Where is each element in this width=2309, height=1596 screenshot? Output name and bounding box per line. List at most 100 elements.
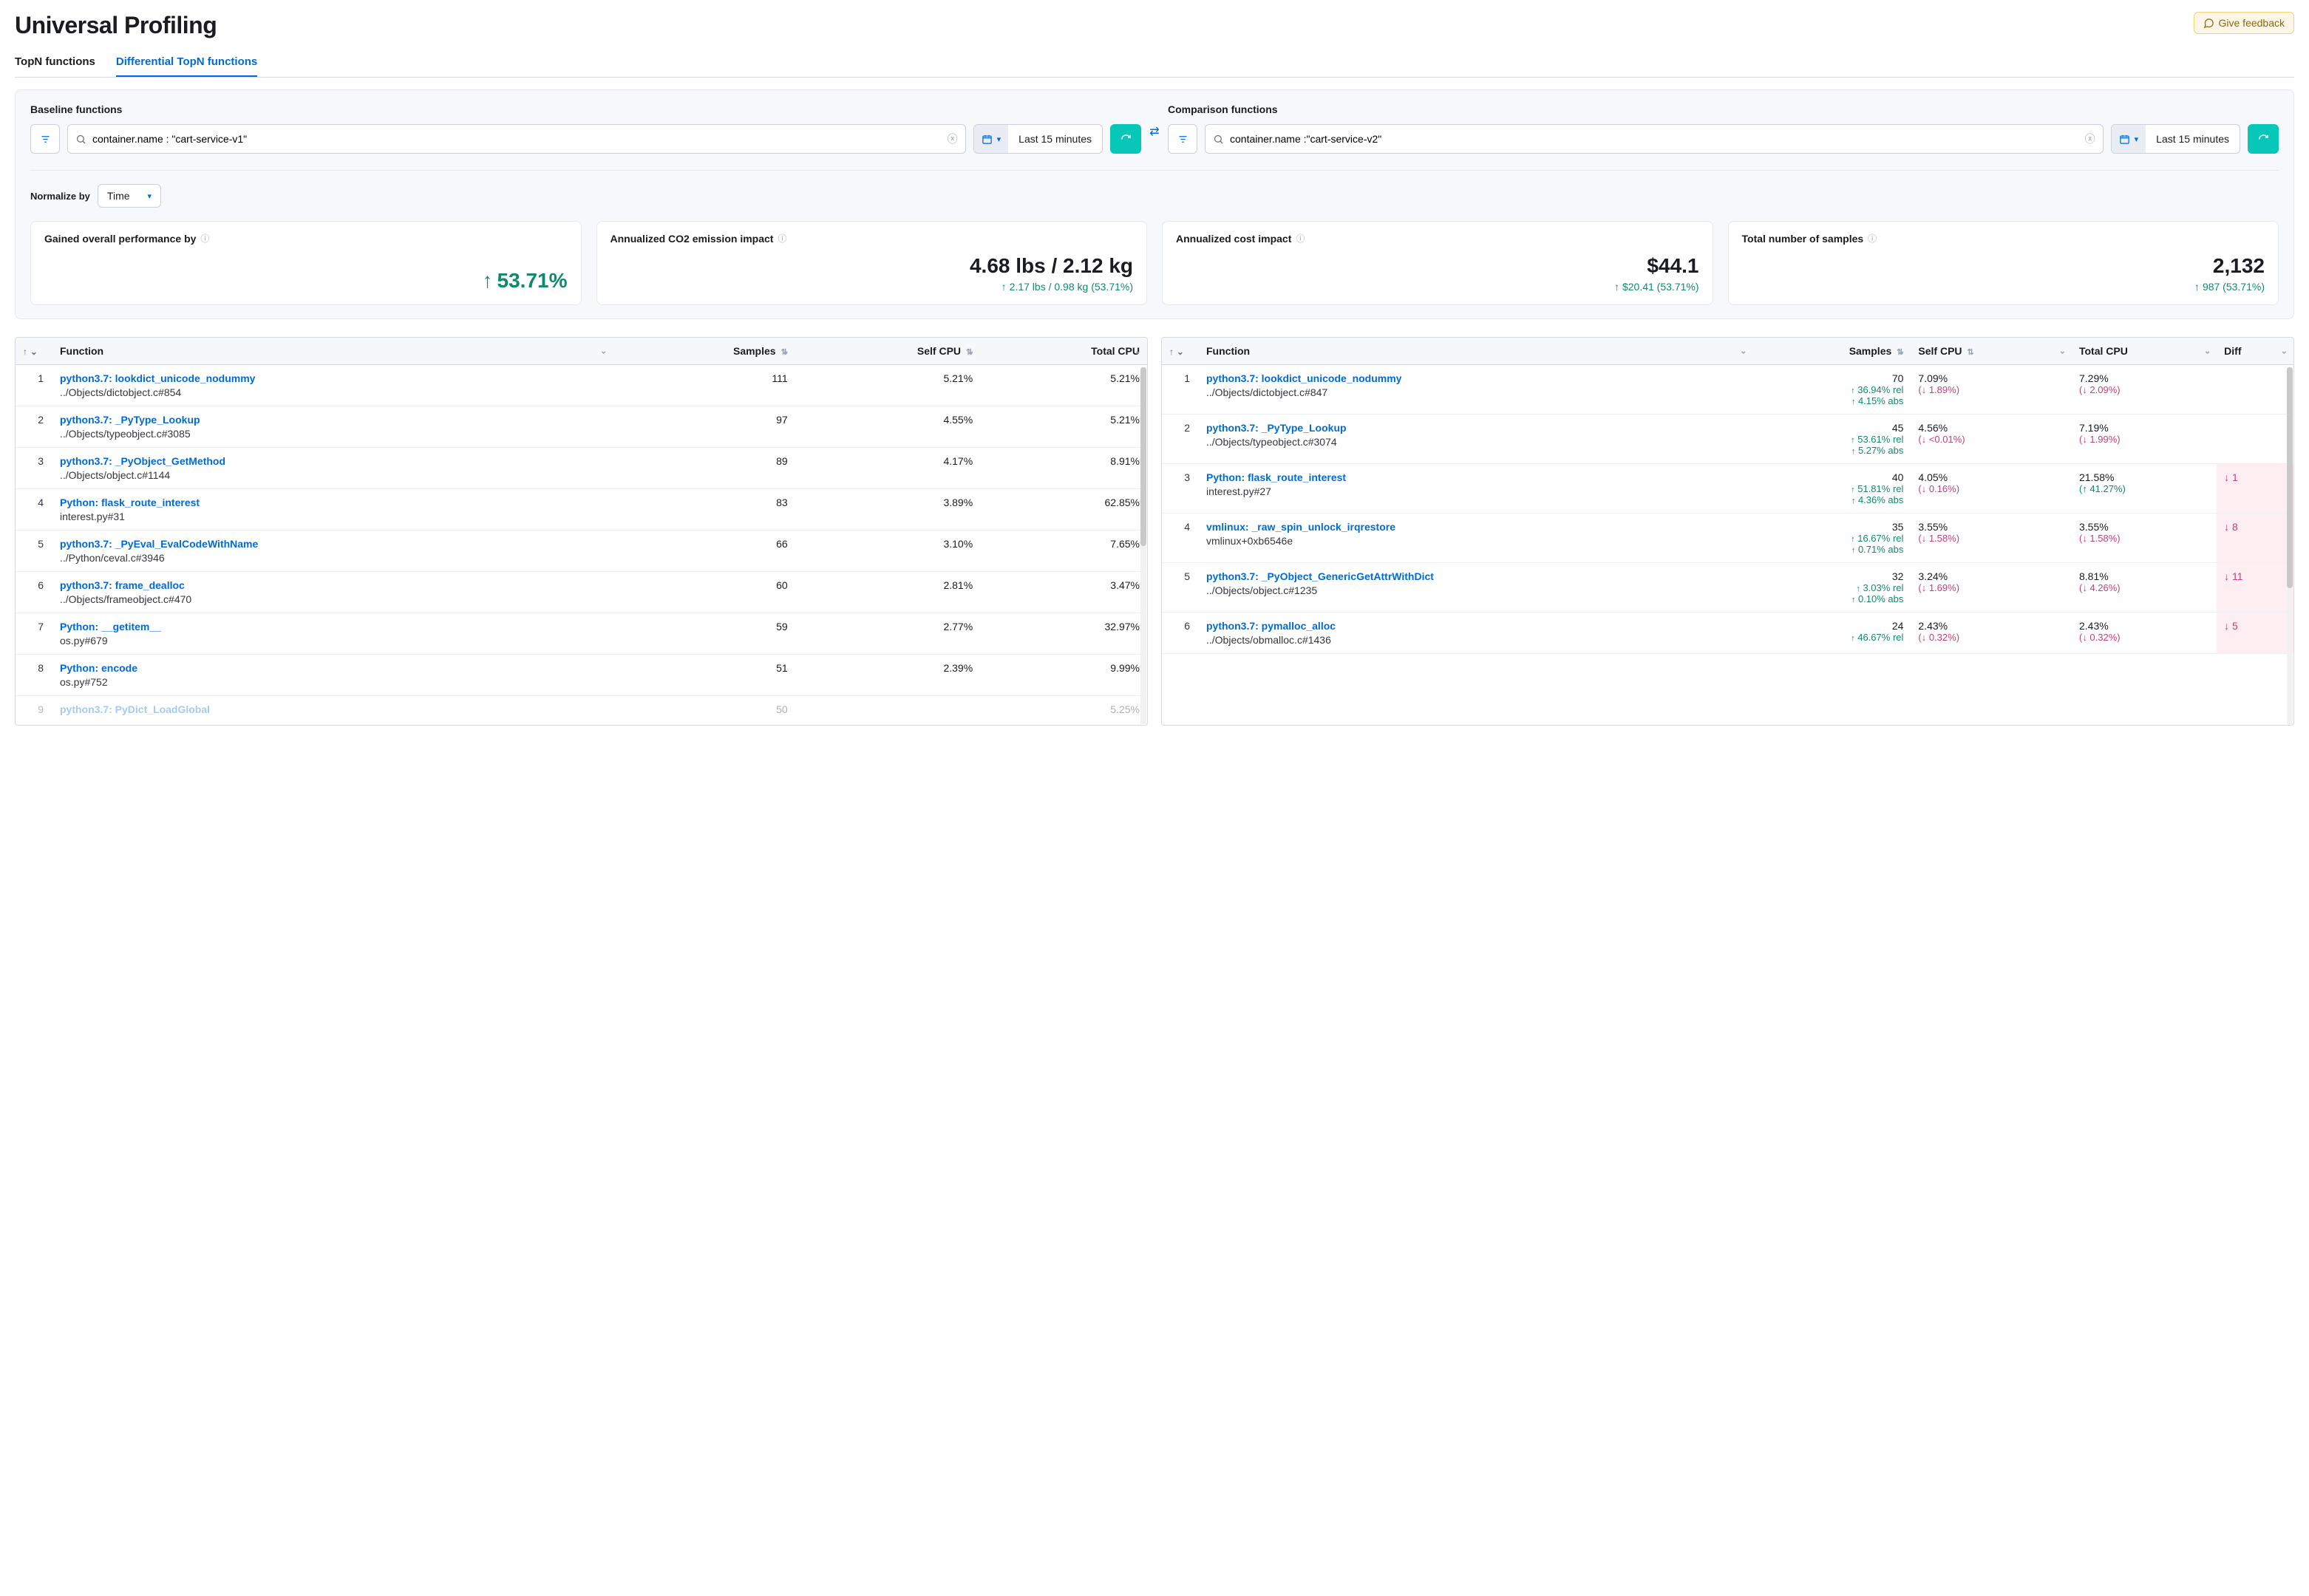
info-icon[interactable]: ⓘ <box>778 232 786 245</box>
baseline-filter-button[interactable] <box>30 124 60 154</box>
baseline-search-input[interactable] <box>92 133 942 145</box>
row-samples: 35↑ 16.67% rel↑ 0.71% abs <box>1752 514 1911 563</box>
selfcpu-delta: (↓ 0.32%) <box>1918 632 2064 643</box>
table-row[interactable]: 8Python: encodeos.py#752512.39%9.99% <box>16 655 1147 696</box>
function-link[interactable]: python3.7: frame_dealloc <box>60 579 605 591</box>
normalize-select[interactable]: Time ▾ <box>98 184 161 208</box>
kpi-cost: Annualized cost impact ⓘ $44.1 ↑$20.41 (… <box>1162 221 1713 305</box>
function-location: ../Objects/dictobject.c#847 <box>1206 386 1327 398</box>
baseline-search-clear[interactable]: ⓧ <box>948 132 958 146</box>
function-link[interactable]: Python: encode <box>60 662 605 674</box>
col-samples[interactable]: Samples ⇅⌄ <box>1752 338 1911 365</box>
comparison-search-input[interactable] <box>1230 133 2079 145</box>
function-link[interactable]: Python: flask_route_interest <box>60 497 605 508</box>
table-row[interactable]: 4Python: flask_route_interestinterest.py… <box>16 489 1147 531</box>
info-icon[interactable]: ⓘ <box>1868 232 1877 245</box>
row-samples: 45↑ 53.61% rel↑ 5.27% abs <box>1752 415 1911 464</box>
row-rank: 2 <box>16 406 52 448</box>
info-icon[interactable]: ⓘ <box>1296 232 1305 245</box>
baseline-date-button[interactable]: ▾ <box>974 125 1009 153</box>
scrollbar[interactable] <box>1140 367 1146 724</box>
selfcpu-delta: (↓ 1.58%) <box>1918 533 2064 544</box>
comparison-search[interactable]: ⓧ <box>1205 124 2104 154</box>
function-link[interactable]: python3.7: lookdict_unicode_nodummy <box>60 372 605 384</box>
table-row[interactable]: 3python3.7: _PyObject_GetMethod../Object… <box>16 448 1147 489</box>
function-link[interactable]: Python: __getitem__ <box>60 621 605 632</box>
comparison-date-button[interactable]: ▾ <box>2112 125 2146 153</box>
comparison-filter-button[interactable] <box>1168 124 1197 154</box>
info-icon[interactable]: ⓘ <box>200 232 209 245</box>
row-function: vmlinux: _raw_spin_unlock_irqrestorevmli… <box>1199 514 1752 563</box>
kpi-co2-sub: 2.17 lbs / 0.98 kg (53.71%) <box>1010 281 1133 293</box>
swap-button[interactable]: ⇄ <box>1149 124 1159 139</box>
col-function[interactable]: Function⌄ <box>1199 338 1752 365</box>
table-row[interactable]: 7Python: __getitem__os.py#679592.77%32.9… <box>16 613 1147 655</box>
function-location: ../Objects/obmalloc.c#1436 <box>1206 634 1331 646</box>
table-row[interactable]: 4vmlinux: _raw_spin_unlock_irqrestorevml… <box>1162 514 2293 563</box>
table-row[interactable]: 1python3.7: lookdict_unicode_nodummy../O… <box>16 365 1147 406</box>
col-diff[interactable]: Diff⌄ <box>2217 338 2293 365</box>
page-title: Universal Profiling <box>15 12 217 39</box>
function-link[interactable]: Python: flask_route_interest <box>1206 471 1745 483</box>
table-row[interactable]: 2python3.7: _PyType_Lookup../Objects/typ… <box>1162 415 2293 464</box>
table-row[interactable]: 2python3.7: _PyType_Lookup../Objects/typ… <box>16 406 1147 448</box>
chevron-down-icon: ▾ <box>997 134 1002 144</box>
chevron-down-icon: ▾ <box>148 191 152 201</box>
baseline-refresh-button[interactable] <box>1110 124 1141 154</box>
table-row[interactable]: 3Python: flask_route_interestinterest.py… <box>1162 464 2293 514</box>
function-link[interactable]: python3.7: _PyObject_GetMethod <box>60 455 605 467</box>
col-samples[interactable]: Samples ⇅⌄ <box>613 338 795 365</box>
function-location: ../Objects/object.c#1235 <box>1206 584 1317 596</box>
function-link[interactable]: python3.7: _PyType_Lookup <box>1206 422 1745 434</box>
row-rank: 9 <box>16 696 52 726</box>
function-link[interactable]: vmlinux: _raw_spin_unlock_irqrestore <box>1206 521 1745 533</box>
table-row[interactable]: 6python3.7: pymalloc_alloc../Objects/obm… <box>1162 613 2293 654</box>
table-row[interactable]: 9python3.7: PyDict_LoadGlobal505.25% <box>16 696 1147 726</box>
comparison-heading: Comparison functions <box>1168 103 2279 115</box>
col-selfcpu[interactable]: Self CPU ⇅⌄ <box>1911 338 2072 365</box>
comparison-refresh-button[interactable] <box>2248 124 2279 154</box>
row-totalcpu: 21.58%(↑ 41.27%) <box>2072 464 2217 514</box>
scrollbar[interactable] <box>2287 367 2293 724</box>
comparison-search-clear[interactable]: ⓧ <box>2085 132 2095 146</box>
row-totalcpu: 5.21% <box>980 365 1147 406</box>
col-selfcpu[interactable]: Self CPU ⇅⌄ <box>795 338 980 365</box>
table-row[interactable]: 1python3.7: lookdict_unicode_nodummy../O… <box>1162 365 2293 415</box>
table-row[interactable]: 5python3.7: _PyEval_EvalCodeWithName../P… <box>16 531 1147 572</box>
table-row[interactable]: 5python3.7: _PyObject_GenericGetAttrWith… <box>1162 563 2293 613</box>
tab-differential-topn[interactable]: Differential TopN functions <box>116 48 257 77</box>
chevron-down-icon: ⌄ <box>1135 347 1141 356</box>
col-totalcpu[interactable]: Total CPU⌄ <box>980 338 1147 365</box>
kpi-performance-title: Gained overall performance by <box>44 233 196 245</box>
comparison-date-picker[interactable]: ▾ Last 15 minutes <box>2111 124 2240 154</box>
function-location: interest.py#31 <box>60 511 125 522</box>
col-function[interactable]: Function⌄ <box>52 338 613 365</box>
expand-column[interactable]: ↑ ⌄ <box>16 338 52 365</box>
samples-abs: ↑ 4.36% abs <box>1760 494 1903 505</box>
row-diff: ↓ 5 <box>2217 613 2293 654</box>
row-function: python3.7: _PyEval_EvalCodeWithName../Py… <box>52 531 613 572</box>
row-rank: 4 <box>1162 514 1199 563</box>
kpi-performance-value: 53.71% <box>497 270 568 293</box>
function-link[interactable]: python3.7: lookdict_unicode_nodummy <box>1206 372 1745 384</box>
row-samples: 32↑ 3.03% rel↑ 0.10% abs <box>1752 563 1911 613</box>
give-feedback-button[interactable]: Give feedback <box>2194 12 2295 34</box>
row-totalcpu: 3.55%(↓ 1.58%) <box>2072 514 2217 563</box>
table-row[interactable]: 6python3.7: frame_dealloc../Objects/fram… <box>16 572 1147 613</box>
function-link[interactable]: python3.7: pymalloc_alloc <box>1206 620 1745 632</box>
function-link[interactable]: python3.7: PyDict_LoadGlobal <box>60 703 605 715</box>
row-rank: 1 <box>16 365 52 406</box>
function-link[interactable]: python3.7: _PyType_Lookup <box>60 414 605 426</box>
baseline-search[interactable]: ⓧ <box>67 124 966 154</box>
sort-icon: ⇅ <box>1967 348 1973 357</box>
baseline-date-picker[interactable]: ▾ Last 15 minutes <box>973 124 1103 154</box>
row-selfcpu: 3.24%(↓ 1.69%) <box>1911 563 2072 613</box>
function-link[interactable]: python3.7: _PyEval_EvalCodeWithName <box>60 538 605 550</box>
expand-column[interactable]: ↑ ⌄ <box>1162 338 1199 365</box>
chevron-down-icon: ⌄ <box>1740 347 1747 356</box>
col-totalcpu[interactable]: Total CPU⌄ <box>2072 338 2217 365</box>
tab-topn[interactable]: TopN functions <box>15 48 95 77</box>
row-samples: 97 <box>613 406 795 448</box>
arrow-down-icon: ↓ <box>2224 471 2229 483</box>
function-link[interactable]: python3.7: _PyObject_GenericGetAttrWithD… <box>1206 570 1745 582</box>
